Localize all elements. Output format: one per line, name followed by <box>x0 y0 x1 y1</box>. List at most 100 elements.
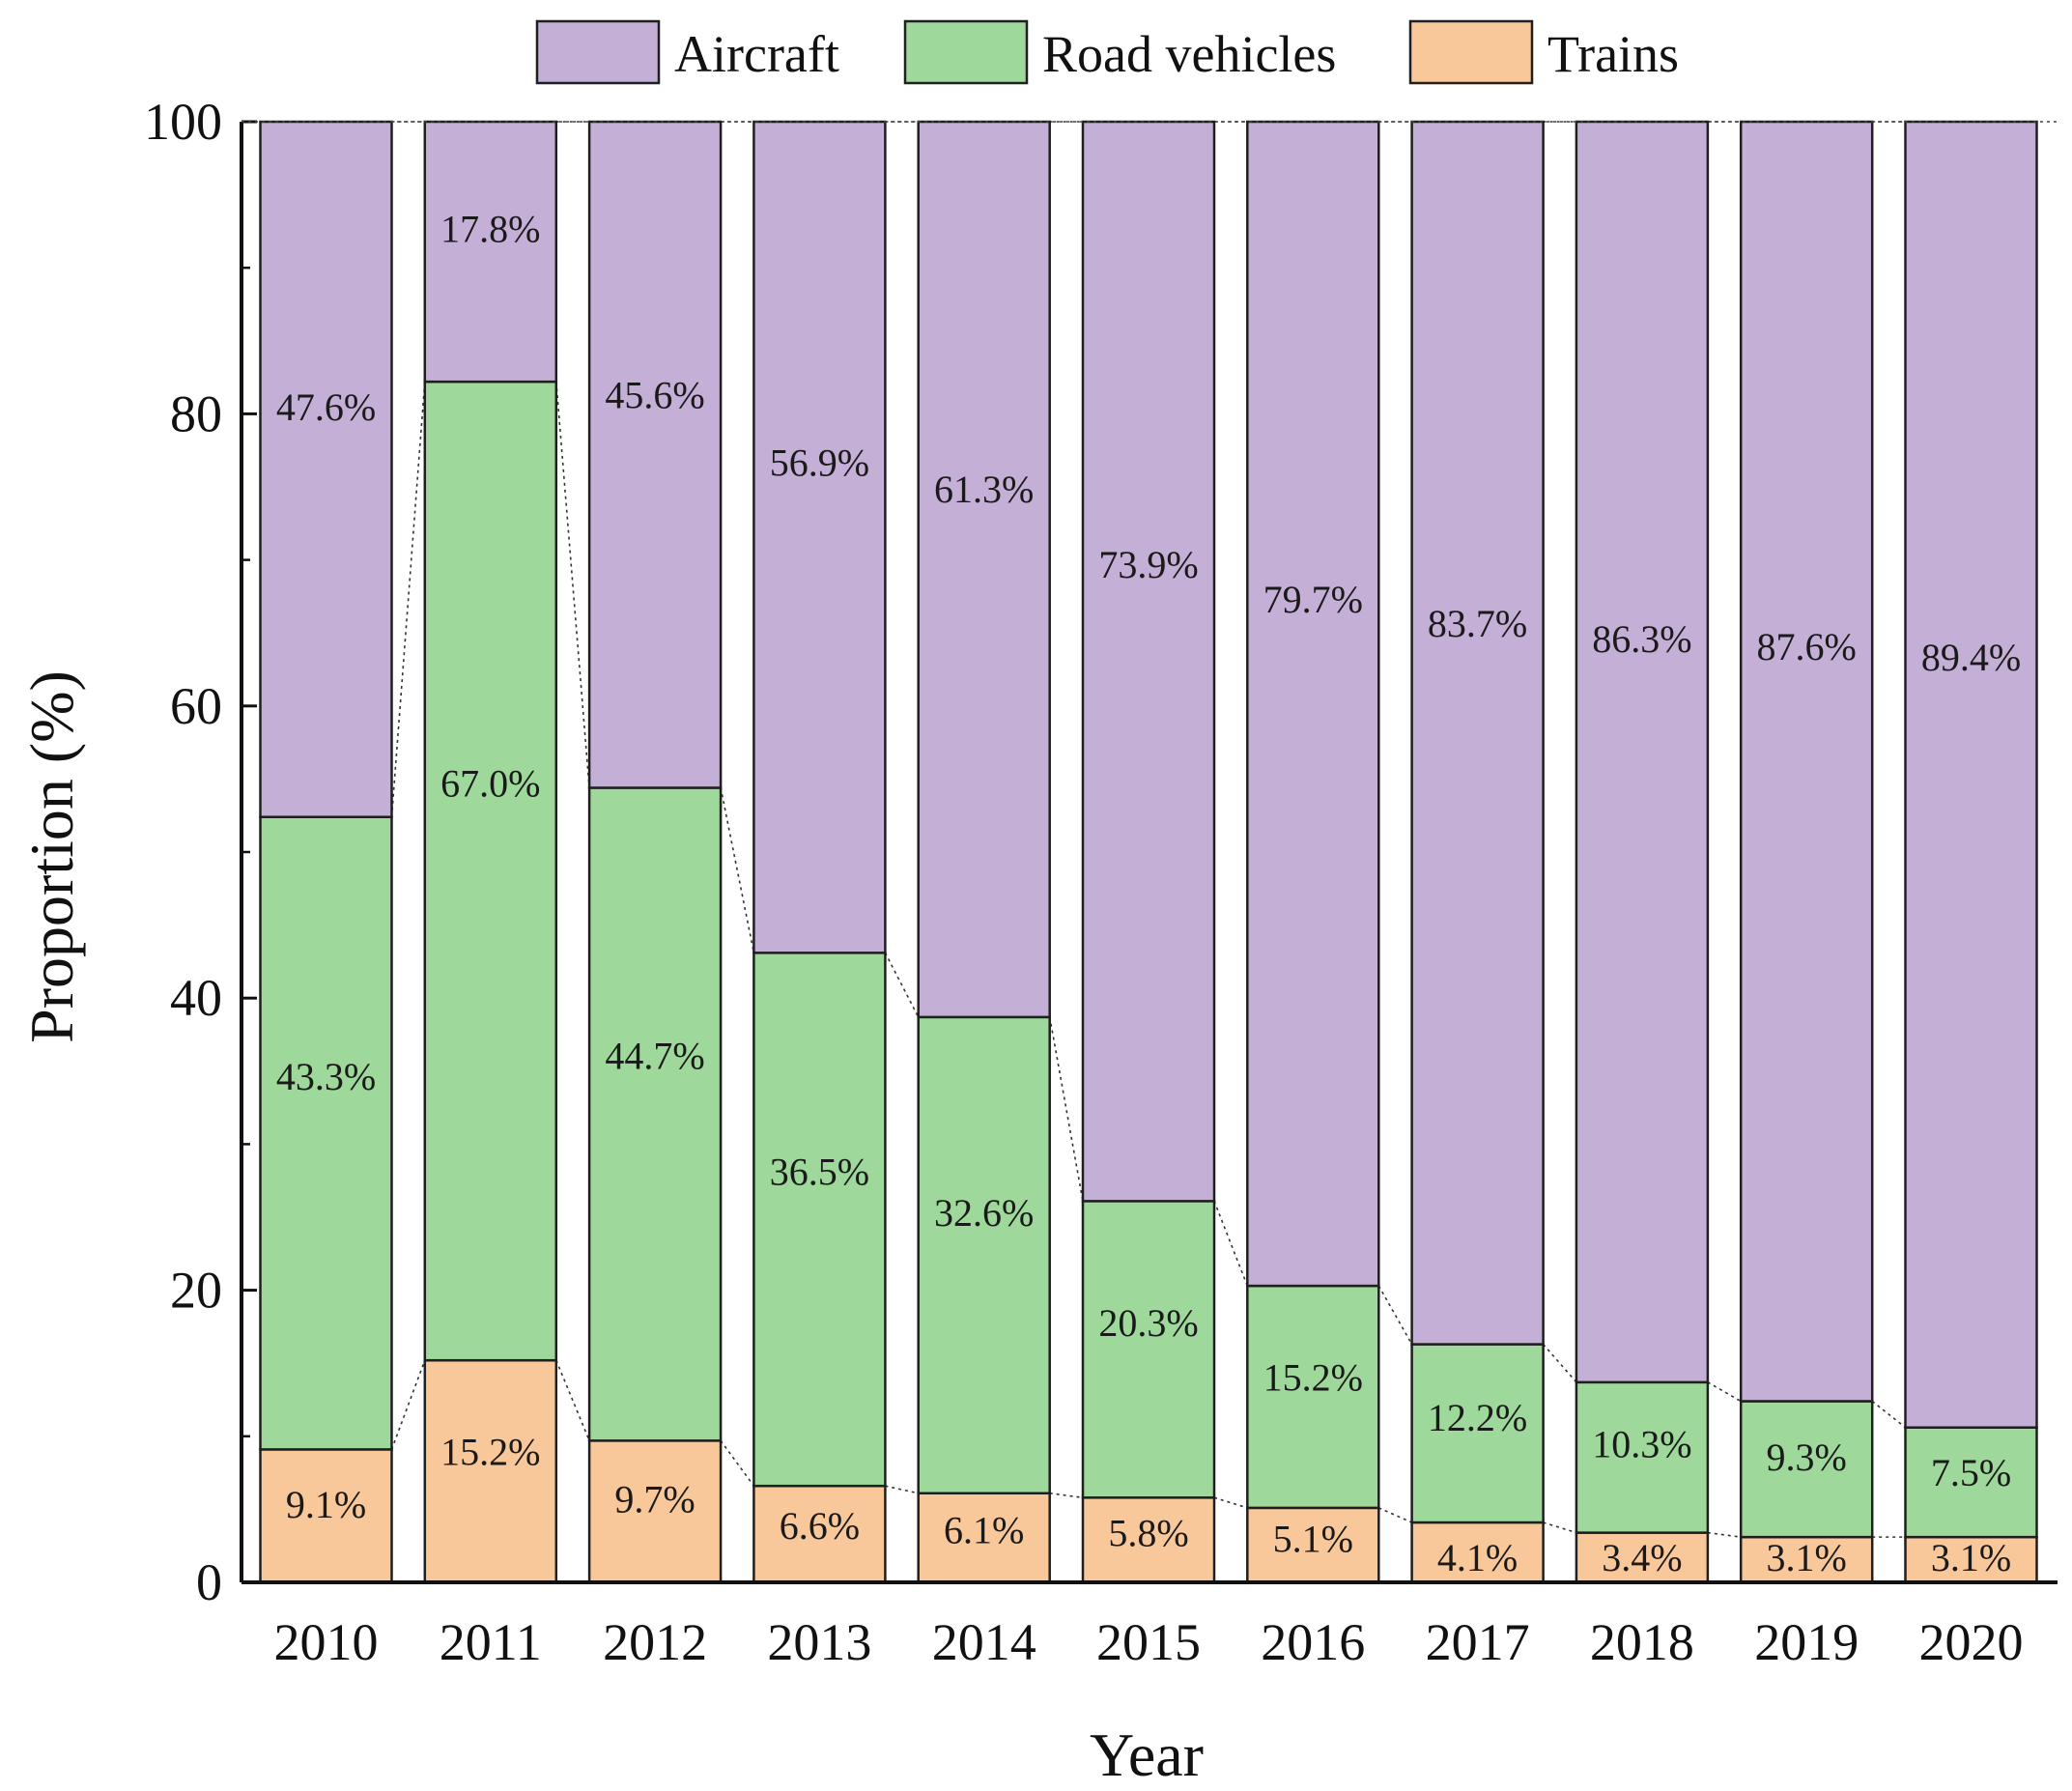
bar-aircraft-2018 <box>1575 120 1710 1384</box>
connector-trains-2014-2015 <box>1049 1492 1084 1499</box>
x-tick-label-2011: 2011 <box>440 1613 542 1671</box>
bar-aircraft-2019 <box>1739 120 1874 1403</box>
bar-road-2014 <box>917 1015 1051 1495</box>
axes: 0 20 40 60 80 100 2010 2011 2012 2013 2014 2015 2016… <box>144 93 2058 1671</box>
label-trains-2015: 5.8% <box>1108 1511 1188 1554</box>
bar-aircraft-2020 <box>1904 120 2038 1429</box>
bar-road-2018 <box>1575 1380 1710 1534</box>
bar-trains-2011 <box>423 1358 558 1584</box>
x-tick-label-2013: 2013 <box>767 1613 871 1671</box>
y-tick-label-40: 40 <box>170 969 222 1027</box>
x-tick-label-2010: 2010 <box>274 1613 379 1671</box>
x-tick-label-2020: 2020 <box>1919 1613 2024 1671</box>
label-road-2016: 15.2% <box>1263 1355 1363 1399</box>
label-aircraft-2020: 89.4% <box>1921 636 2021 679</box>
bar-trains-2012 <box>587 1439 723 1584</box>
label-trains-2020: 3.1% <box>1931 1536 2011 1579</box>
bar-road-2013 <box>752 952 887 1488</box>
connector-trains-2015-2016 <box>1213 1496 1248 1509</box>
x-tick-label-2017: 2017 <box>1426 1613 1530 1671</box>
label-aircraft-2013: 56.9% <box>770 441 869 485</box>
bar-aircraft-2017 <box>1410 120 1545 1346</box>
legend-swatch-road <box>903 19 1029 85</box>
legend-swatch-trains <box>1408 19 1534 85</box>
label-aircraft-2010: 47.6% <box>276 385 376 429</box>
label-road-2010: 43.3% <box>276 1055 376 1098</box>
connector-road-2015-2016 <box>1213 1201 1249 1287</box>
x-tick-label-2019: 2019 <box>1754 1613 1859 1671</box>
label-trains-2014: 6.1% <box>944 1509 1024 1552</box>
label-road-2014: 32.6% <box>934 1191 1034 1235</box>
bar-road-2020 <box>1904 1426 2038 1539</box>
connector-trains-2011-2012 <box>555 1359 590 1441</box>
label-trains-2017: 4.1% <box>1437 1536 1518 1579</box>
label-trains-2018: 3.4% <box>1602 1536 1682 1579</box>
x-tick-label-2016: 2016 <box>1261 1613 1365 1671</box>
label-road-2017: 12.2% <box>1428 1396 1527 1439</box>
bar-road-2015 <box>1081 1200 1216 1499</box>
bar-aircraft-2011 <box>423 120 558 384</box>
y-tick-label-20: 20 <box>170 1262 222 1320</box>
x-tick-label-2014: 2014 <box>932 1613 1036 1671</box>
bars <box>259 120 2038 1584</box>
bar-road-2017 <box>1410 1343 1545 1524</box>
connector-road-2010-2011 <box>390 382 426 817</box>
label-aircraft-2019: 87.6% <box>1757 625 1857 668</box>
connector-trains-2010-2011 <box>390 1359 426 1450</box>
legend-label-road: Road vehicles <box>1042 25 1336 83</box>
label-aircraft-2016: 79.7% <box>1263 578 1363 621</box>
label-aircraft-2011: 17.8% <box>440 207 540 250</box>
bar-trains-2013 <box>752 1484 887 1584</box>
y-tick-label-0: 0 <box>196 1553 222 1611</box>
bar-trains-2017 <box>1410 1521 1545 1584</box>
bar-aircraft-2015 <box>1081 120 1216 1203</box>
legend-swatch-aircraft <box>535 19 661 85</box>
bar-road-2011 <box>423 380 558 1362</box>
bar-aircraft-2010 <box>259 120 393 818</box>
label-road-2020: 7.5% <box>1931 1451 2011 1494</box>
connector-road-2018-2019 <box>1707 1381 1742 1403</box>
legend-label-aircraft: Aircraft <box>674 25 839 83</box>
label-aircraft-2014: 61.3% <box>934 468 1034 511</box>
label-trains-2011: 15.2% <box>440 1430 540 1473</box>
legend: Aircraft Road vehicles Trains <box>535 19 1679 85</box>
bar-aircraft-2013 <box>752 120 887 954</box>
bar-trains-2016 <box>1246 1506 1380 1584</box>
x-axis-title: Year <box>1090 1720 1204 1789</box>
label-trains-2019: 3.1% <box>1767 1536 1847 1579</box>
connector-road-2016-2017 <box>1377 1285 1413 1345</box>
x-tick-label-2015: 2015 <box>1096 1613 1201 1671</box>
label-road-2015: 20.3% <box>1098 1301 1198 1345</box>
label-trains-2013: 6.6% <box>780 1504 860 1548</box>
connector-trains-2012-2013 <box>720 1439 755 1487</box>
bar-aircraft-2016 <box>1246 120 1380 1288</box>
bar-aircraft-2012 <box>587 120 723 789</box>
bar-road-2016 <box>1246 1284 1380 1510</box>
connector-road-2012-2013 <box>720 787 755 953</box>
connector-trains-2018-2019 <box>1707 1531 1742 1538</box>
connector-road-2017-2018 <box>1542 1344 1577 1383</box>
x-tick-label-2018: 2018 <box>1590 1613 1694 1671</box>
bar-road-2012 <box>587 786 723 1442</box>
connector-road-2013-2014 <box>884 952 920 1018</box>
x-tick-label-2012: 2012 <box>603 1613 707 1671</box>
label-aircraft-2018: 86.3% <box>1592 617 1691 661</box>
connector-road-2019-2020 <box>1871 1400 1906 1429</box>
y-tick-label-60: 60 <box>170 677 222 735</box>
connector-trains-2013-2014 <box>885 1485 919 1494</box>
y-tick-label-80: 80 <box>170 384 222 442</box>
label-road-2012: 44.7% <box>605 1035 704 1078</box>
y-tick-label-100: 100 <box>144 93 222 151</box>
label-aircraft-2017: 83.7% <box>1428 602 1527 645</box>
label-road-2013: 36.5% <box>770 1151 869 1194</box>
label-road-2011: 67.0% <box>440 761 540 805</box>
label-aircraft-2012: 45.6% <box>605 374 704 417</box>
legend-label-trains: Trains <box>1547 25 1679 83</box>
bar-aircraft-2014 <box>917 120 1051 1019</box>
connector-trains-2017-2018 <box>1543 1521 1577 1534</box>
label-trains-2012: 9.7% <box>614 1477 695 1521</box>
label-aircraft-2015: 73.9% <box>1098 543 1198 586</box>
label-road-2018: 10.3% <box>1592 1423 1691 1466</box>
